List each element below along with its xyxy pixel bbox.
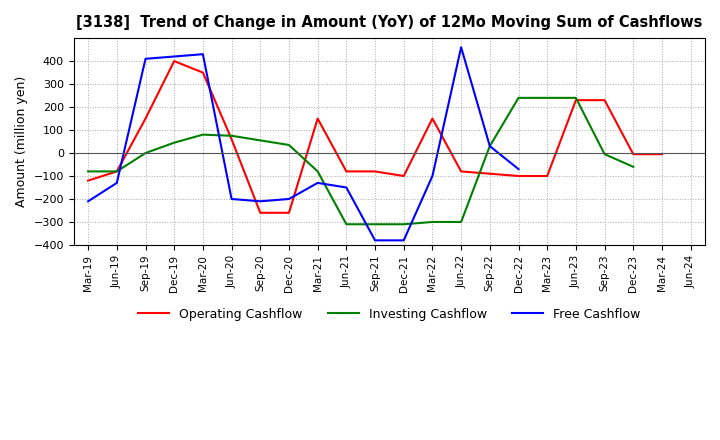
Operating Cashflow: [342, 169, 351, 174]
Investing Cashflow: [342, 222, 351, 227]
Operating Cashflow: [141, 116, 150, 121]
Investing Cashflow: [456, 219, 465, 224]
Investing Cashflow: [199, 132, 207, 137]
Investing Cashflow: [112, 169, 121, 174]
Operating Cashflow: [543, 173, 552, 179]
Investing Cashflow: [228, 133, 236, 139]
Investing Cashflow: [170, 140, 179, 145]
Operating Cashflow: [284, 210, 293, 216]
Operating Cashflow: [456, 169, 465, 174]
Operating Cashflow: [170, 59, 179, 64]
Investing Cashflow: [600, 151, 609, 157]
Investing Cashflow: [543, 95, 552, 100]
Investing Cashflow: [514, 95, 523, 100]
Operating Cashflow: [199, 70, 207, 75]
Operating Cashflow: [629, 151, 638, 157]
Free Cashflow: [141, 56, 150, 62]
Operating Cashflow: [428, 116, 437, 121]
Free Cashflow: [256, 198, 264, 204]
Free Cashflow: [342, 185, 351, 190]
Free Cashflow: [456, 45, 465, 50]
Investing Cashflow: [84, 169, 92, 174]
Operating Cashflow: [514, 173, 523, 179]
Investing Cashflow: [485, 143, 494, 149]
Title: [3138]  Trend of Change in Amount (YoY) of 12Mo Moving Sum of Cashflows: [3138] Trend of Change in Amount (YoY) o…: [76, 15, 703, 30]
Free Cashflow: [371, 238, 379, 243]
Y-axis label: Amount (million yen): Amount (million yen): [15, 76, 28, 207]
Free Cashflow: [400, 238, 408, 243]
Free Cashflow: [284, 196, 293, 202]
Operating Cashflow: [84, 178, 92, 183]
Investing Cashflow: [256, 138, 264, 143]
Legend: Operating Cashflow, Investing Cashflow, Free Cashflow: Operating Cashflow, Investing Cashflow, …: [133, 303, 646, 326]
Operating Cashflow: [400, 173, 408, 179]
Line: Free Cashflow: Free Cashflow: [88, 48, 518, 240]
Operating Cashflow: [228, 136, 236, 142]
Operating Cashflow: [371, 169, 379, 174]
Line: Investing Cashflow: Investing Cashflow: [88, 98, 634, 224]
Operating Cashflow: [485, 171, 494, 176]
Free Cashflow: [84, 198, 92, 204]
Free Cashflow: [112, 180, 121, 186]
Free Cashflow: [170, 54, 179, 59]
Investing Cashflow: [428, 219, 437, 224]
Operating Cashflow: [657, 151, 666, 157]
Investing Cashflow: [141, 150, 150, 156]
Investing Cashflow: [313, 169, 322, 174]
Free Cashflow: [428, 173, 437, 179]
Operating Cashflow: [256, 210, 264, 216]
Free Cashflow: [199, 51, 207, 57]
Line: Operating Cashflow: Operating Cashflow: [88, 61, 662, 213]
Investing Cashflow: [284, 142, 293, 147]
Free Cashflow: [485, 143, 494, 149]
Operating Cashflow: [572, 98, 580, 103]
Operating Cashflow: [112, 169, 121, 174]
Investing Cashflow: [371, 222, 379, 227]
Operating Cashflow: [313, 116, 322, 121]
Free Cashflow: [313, 180, 322, 186]
Investing Cashflow: [572, 95, 580, 100]
Operating Cashflow: [600, 98, 609, 103]
Investing Cashflow: [629, 164, 638, 169]
Free Cashflow: [228, 196, 236, 202]
Free Cashflow: [514, 166, 523, 172]
Investing Cashflow: [400, 222, 408, 227]
